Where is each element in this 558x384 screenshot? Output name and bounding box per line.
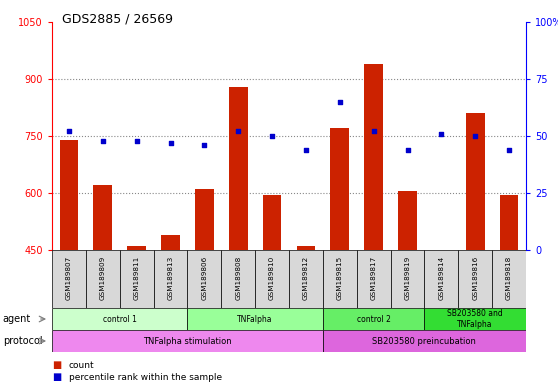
Text: SB203580 preincubation: SB203580 preincubation	[373, 336, 477, 346]
Bar	[153, 250, 187, 308]
Text: GSM189813: GSM189813	[167, 256, 174, 300]
Point	[301, 147, 310, 153]
Bar	[161, 235, 180, 250]
Text: control 2: control 2	[357, 314, 391, 323]
Bar	[195, 189, 214, 250]
Text: count: count	[69, 361, 94, 369]
Point	[98, 137, 107, 144]
Text: agent: agent	[3, 314, 31, 324]
Bar	[60, 140, 78, 250]
Point	[200, 142, 209, 148]
Text: protocol: protocol	[3, 336, 42, 346]
Text: control 1: control 1	[103, 314, 137, 323]
Point	[437, 131, 446, 137]
Text: percentile rank within the sample: percentile rank within the sample	[69, 372, 222, 381]
Bar	[357, 250, 391, 308]
Text: GSM189815: GSM189815	[337, 256, 343, 300]
Text: ■: ■	[52, 372, 61, 382]
Point	[166, 140, 175, 146]
Bar	[94, 185, 112, 250]
Bar	[187, 308, 323, 330]
Bar	[52, 308, 187, 330]
Text: GSM189812: GSM189812	[303, 256, 309, 300]
Point	[403, 147, 412, 153]
Point	[369, 128, 378, 134]
Text: GSM189818: GSM189818	[506, 256, 512, 300]
Bar	[52, 250, 86, 308]
Bar	[297, 246, 315, 250]
Bar	[255, 250, 289, 308]
Bar	[86, 250, 120, 308]
Bar	[127, 246, 146, 250]
Bar	[425, 250, 458, 308]
Point	[132, 137, 141, 144]
Text: GSM189806: GSM189806	[201, 256, 208, 300]
Text: GSM189809: GSM189809	[100, 256, 106, 300]
Text: GSM189814: GSM189814	[439, 256, 444, 300]
Text: TNFalpha: TNFalpha	[237, 314, 273, 323]
Bar	[289, 250, 323, 308]
Bar	[323, 330, 526, 352]
Bar	[500, 195, 518, 250]
Text: GSM189819: GSM189819	[405, 256, 411, 300]
Bar	[229, 87, 248, 250]
Text: GSM189808: GSM189808	[235, 256, 241, 300]
Text: GSM189816: GSM189816	[472, 256, 478, 300]
Point	[268, 133, 277, 139]
Text: GSM189807: GSM189807	[66, 256, 72, 300]
Text: SB203580 and
TNFalpha: SB203580 and TNFalpha	[448, 309, 503, 329]
Bar	[466, 113, 484, 250]
Bar	[120, 250, 153, 308]
Bar	[323, 308, 425, 330]
Text: TNFalpha stimulation: TNFalpha stimulation	[143, 336, 232, 346]
Bar	[52, 330, 323, 352]
Bar	[323, 250, 357, 308]
Bar	[222, 250, 255, 308]
Text: GSM189811: GSM189811	[134, 256, 140, 300]
Bar	[263, 195, 281, 250]
Bar	[492, 250, 526, 308]
Text: GDS2885 / 26569: GDS2885 / 26569	[62, 12, 173, 25]
Text: GSM189810: GSM189810	[269, 256, 275, 300]
Point	[504, 147, 513, 153]
Bar	[398, 191, 417, 250]
Point	[234, 128, 243, 134]
Bar	[187, 250, 222, 308]
Bar	[425, 308, 526, 330]
Bar	[458, 250, 492, 308]
Text: GSM189817: GSM189817	[371, 256, 377, 300]
Point	[471, 133, 480, 139]
Point	[335, 99, 344, 105]
Bar	[364, 64, 383, 250]
Bar	[330, 128, 349, 250]
Bar	[391, 250, 425, 308]
Text: ■: ■	[52, 360, 61, 370]
Point	[65, 128, 74, 134]
